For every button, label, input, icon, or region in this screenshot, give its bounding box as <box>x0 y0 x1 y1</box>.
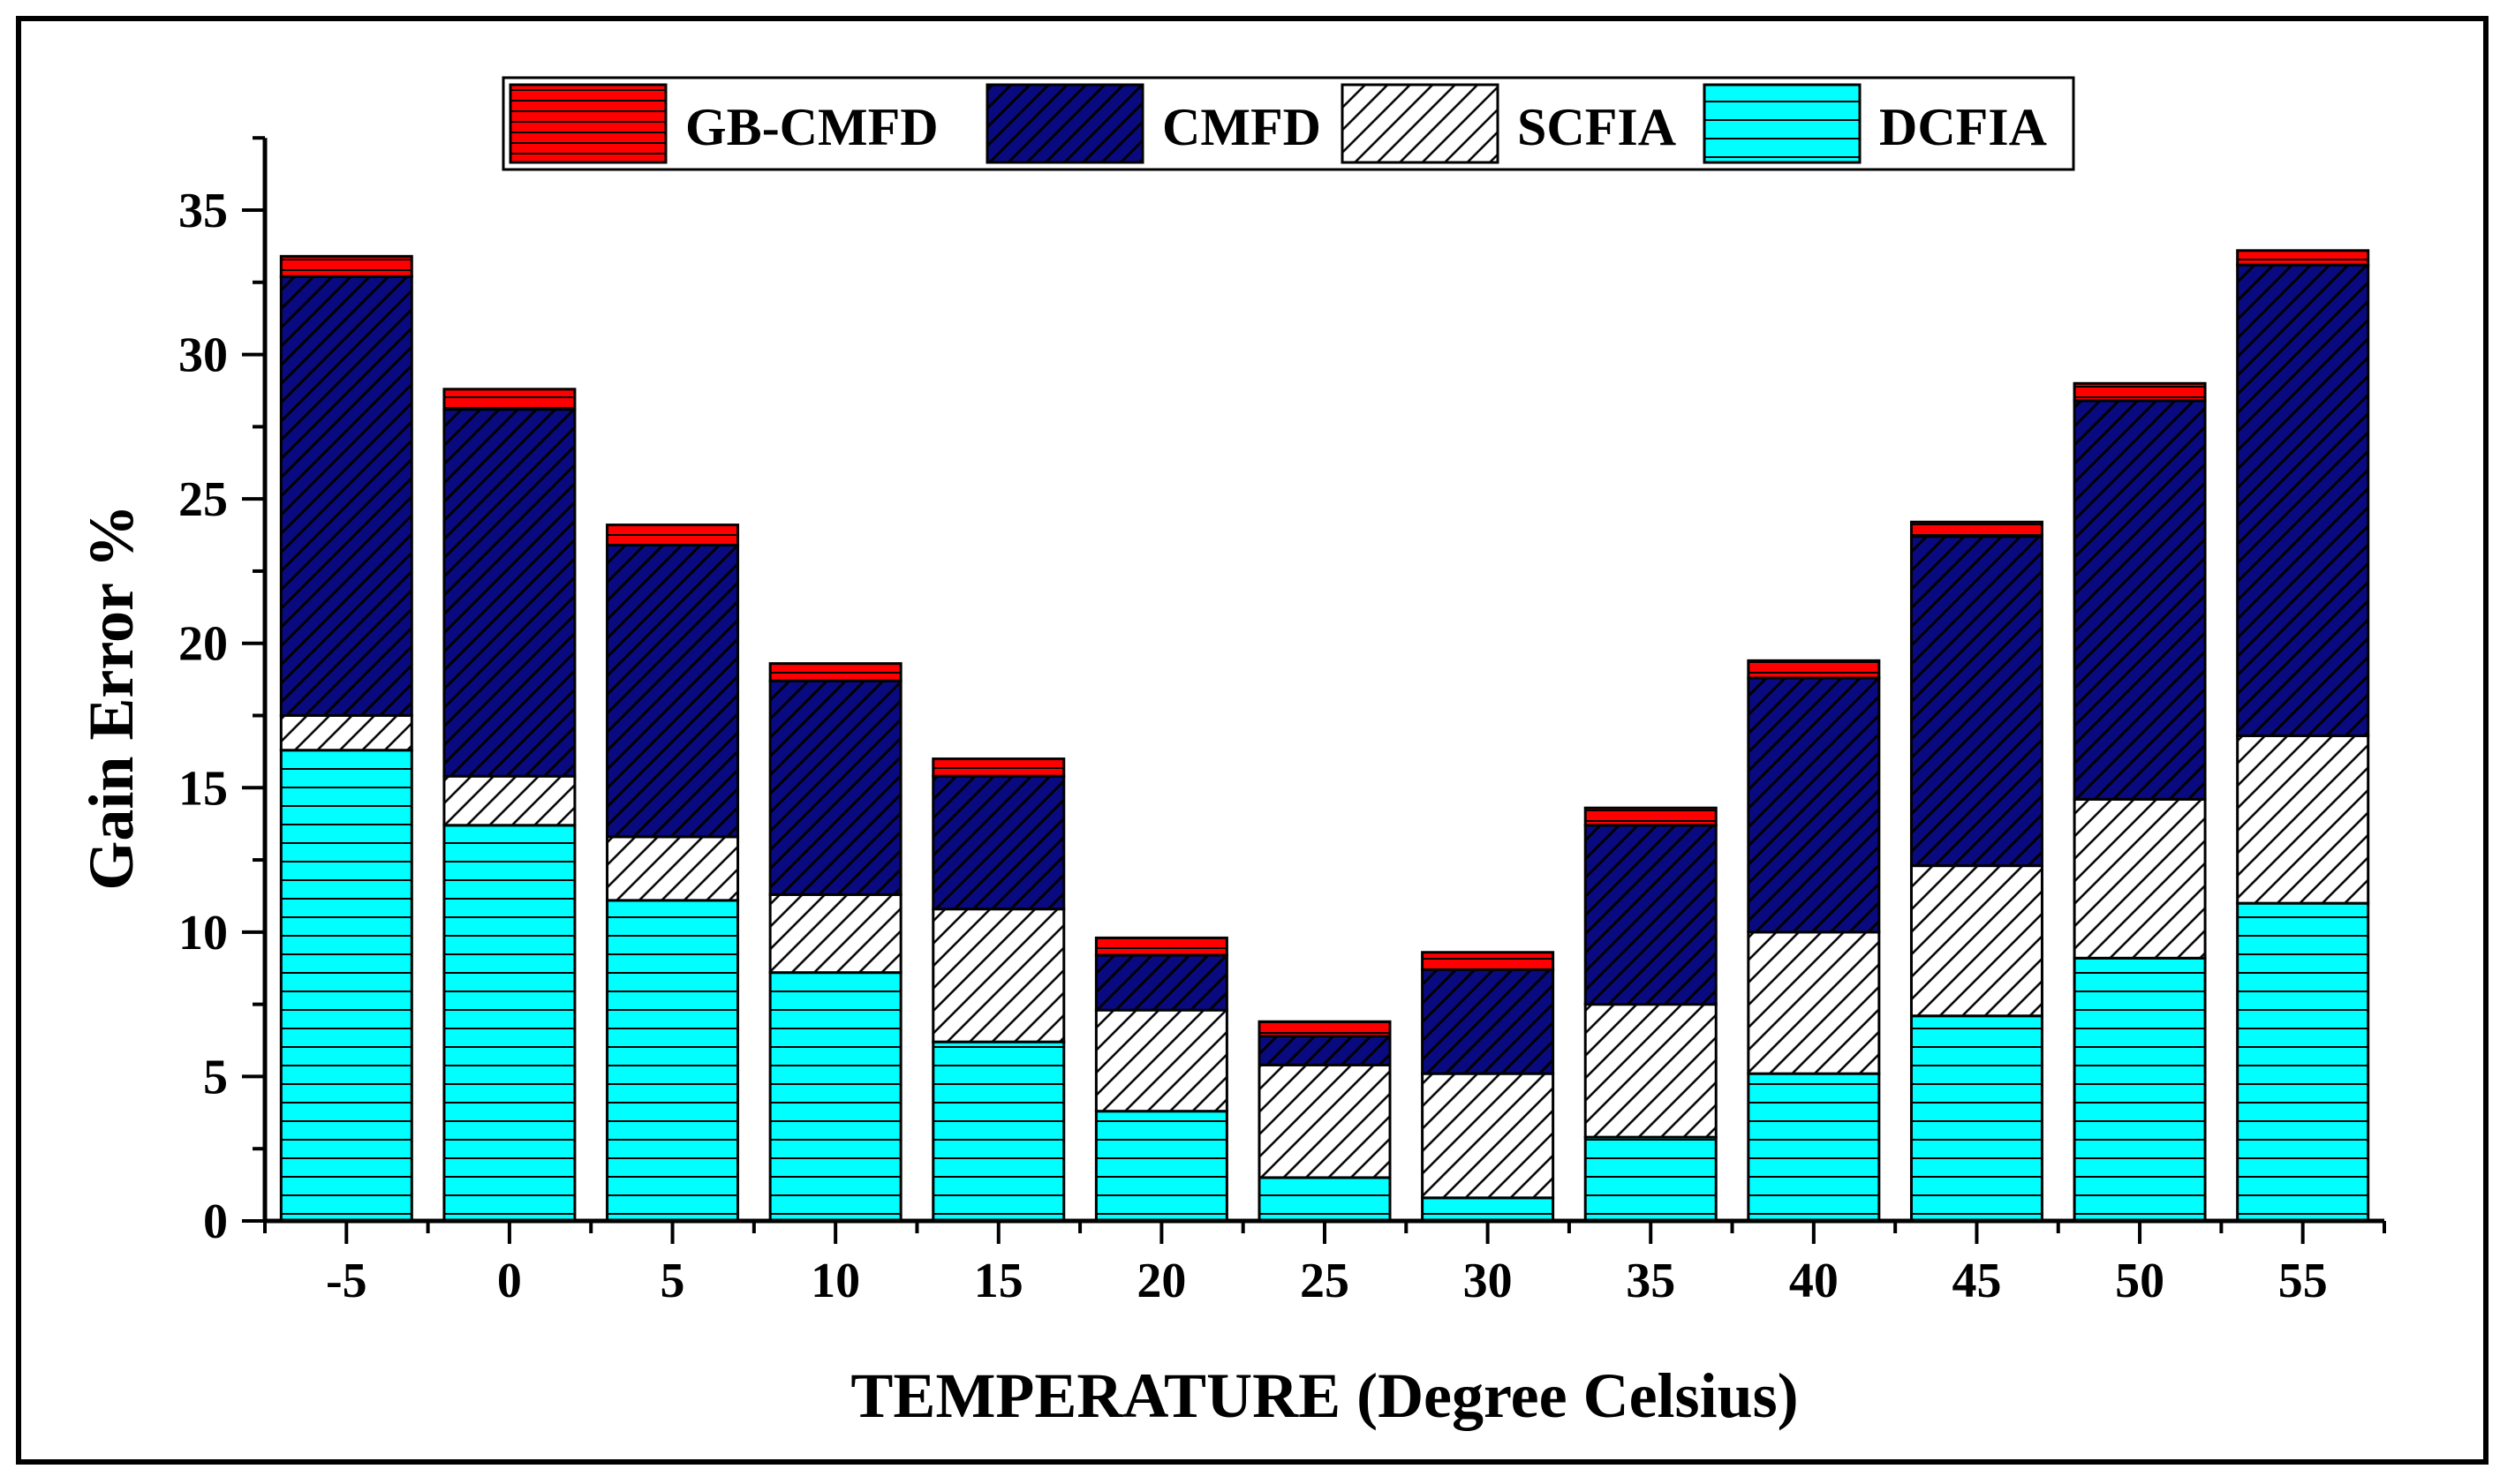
x-tick-label: 50 <box>2115 1254 2164 1308</box>
legend-label-scfia: SCFIA <box>1517 98 1676 156</box>
legend: GB-CMFD CMFD SCFIA DCFIA <box>502 76 2075 171</box>
bar-cmfd-20 <box>1094 953 1228 1012</box>
bar-gb-cmfd-55 <box>2236 249 2370 267</box>
bar-dcfia-55 <box>2236 901 2370 1223</box>
bar-scfia-45 <box>1909 864 2043 1018</box>
bar-cmfd-55 <box>2236 263 2370 737</box>
bar-cmfd-15 <box>932 774 1066 911</box>
y-tick-label: 20 <box>178 617 228 672</box>
x-tick-label: 40 <box>1789 1254 1839 1308</box>
x-tick-label: 20 <box>1137 1254 1186 1308</box>
bar-dcfia-30 <box>1421 1196 1555 1223</box>
bar-dcfia--5 <box>279 749 413 1223</box>
y-tick-label: 10 <box>178 906 228 960</box>
x-tick-label: 25 <box>1300 1254 1349 1308</box>
bar-gb-cmfd-40 <box>1747 659 1881 680</box>
axes-layer: 0 5 10 15 20 25 30 35 -5 0 5 10 15 20 25 30 35 40 45 50 55 <box>178 136 2386 1308</box>
bars-layer <box>279 249 2370 1223</box>
bar-gb-cmfd-45 <box>1909 520 2043 539</box>
bar-dcfia-20 <box>1094 1110 1228 1223</box>
bar-scfia-10 <box>768 893 903 975</box>
legend-swatch-scfia <box>1341 83 1499 164</box>
x-tick-label: 0 <box>497 1254 522 1308</box>
bar-cmfd-5 <box>606 543 740 839</box>
bar-dcfia-45 <box>1909 1014 2043 1223</box>
bar-dcfia-50 <box>2073 956 2207 1223</box>
x-tick-label: 30 <box>1463 1254 1513 1308</box>
bar-dcfia-40 <box>1747 1072 1881 1223</box>
bar-scfia-0 <box>442 774 577 827</box>
y-tick-label: 35 <box>178 184 228 238</box>
bar-gb-cmfd-50 <box>2073 381 2207 403</box>
y-axis-title: Gain Error % <box>76 504 147 890</box>
bar-cmfd-30 <box>1421 968 1555 1075</box>
bar-gb-cmfd-10 <box>768 662 903 682</box>
bar-scfia-15 <box>932 908 1066 1043</box>
bar-gb-cmfd-0 <box>442 388 577 411</box>
bar-scfia--5 <box>279 714 413 752</box>
legend-label-dcfia: DCFIA <box>1879 98 2047 156</box>
bar-scfia-25 <box>1258 1063 1392 1179</box>
bar-cmfd-45 <box>1909 535 2043 868</box>
bar-scfia-35 <box>1583 1003 1718 1139</box>
x-tick-label: 35 <box>1626 1254 1675 1308</box>
y-tick-label: 5 <box>203 1050 228 1104</box>
bar-cmfd-50 <box>2073 399 2207 801</box>
bar-scfia-30 <box>1421 1072 1555 1200</box>
x-tick-label: 45 <box>1952 1254 2001 1308</box>
bar-cmfd-0 <box>442 408 577 778</box>
legend-label-cmfd: CMFD <box>1162 98 1321 156</box>
bar-scfia-20 <box>1094 1008 1228 1113</box>
x-tick-label: 5 <box>661 1254 685 1308</box>
bar-scfia-50 <box>2073 797 2207 960</box>
bar-dcfia-0 <box>442 824 577 1223</box>
bar-gb-cmfd-15 <box>932 757 1066 778</box>
legend-swatch-gb-cmfd <box>509 83 668 164</box>
bar-dcfia-35 <box>1583 1135 1718 1223</box>
x-tick-label: 10 <box>811 1254 860 1308</box>
bar-dcfia-5 <box>606 899 740 1223</box>
bar-gb-cmfd-35 <box>1583 806 1718 827</box>
y-tick-label: 0 <box>203 1194 228 1249</box>
bar-scfia-55 <box>2236 734 2370 905</box>
bar-dcfia-25 <box>1258 1176 1392 1223</box>
bar-gb-cmfd--5 <box>279 254 413 278</box>
bar-gb-cmfd-5 <box>606 524 740 546</box>
bar-cmfd-40 <box>1747 676 1881 934</box>
x-tick-label: -5 <box>326 1254 367 1308</box>
bar-gb-cmfd-20 <box>1094 936 1228 957</box>
bar-dcfia-15 <box>932 1040 1066 1223</box>
bar-dcfia-10 <box>768 971 903 1223</box>
y-tick-label: 25 <box>178 472 228 527</box>
legend-swatch-dcfia <box>1703 83 1862 164</box>
bar-gb-cmfd-25 <box>1258 1020 1392 1038</box>
bar-scfia-40 <box>1747 930 1881 1075</box>
x-tick-label: 55 <box>2278 1254 2328 1308</box>
x-tick-label: 15 <box>974 1254 1023 1308</box>
bar-cmfd-35 <box>1583 824 1718 1006</box>
bar-cmfd-25 <box>1258 1035 1392 1066</box>
bar-cmfd--5 <box>279 275 413 717</box>
x-axis-title: TEMPERATURE (Degree Celsius) <box>850 1360 1798 1431</box>
y-tick-label: 30 <box>178 328 228 383</box>
bar-gb-cmfd-30 <box>1421 951 1555 971</box>
y-tick-label: 15 <box>178 761 228 816</box>
legend-label-gb-cmfd: GB-CMFD <box>685 98 939 156</box>
bar-cmfd-10 <box>768 679 903 896</box>
legend-swatch-cmfd <box>986 83 1144 164</box>
bar-scfia-5 <box>606 835 740 902</box>
